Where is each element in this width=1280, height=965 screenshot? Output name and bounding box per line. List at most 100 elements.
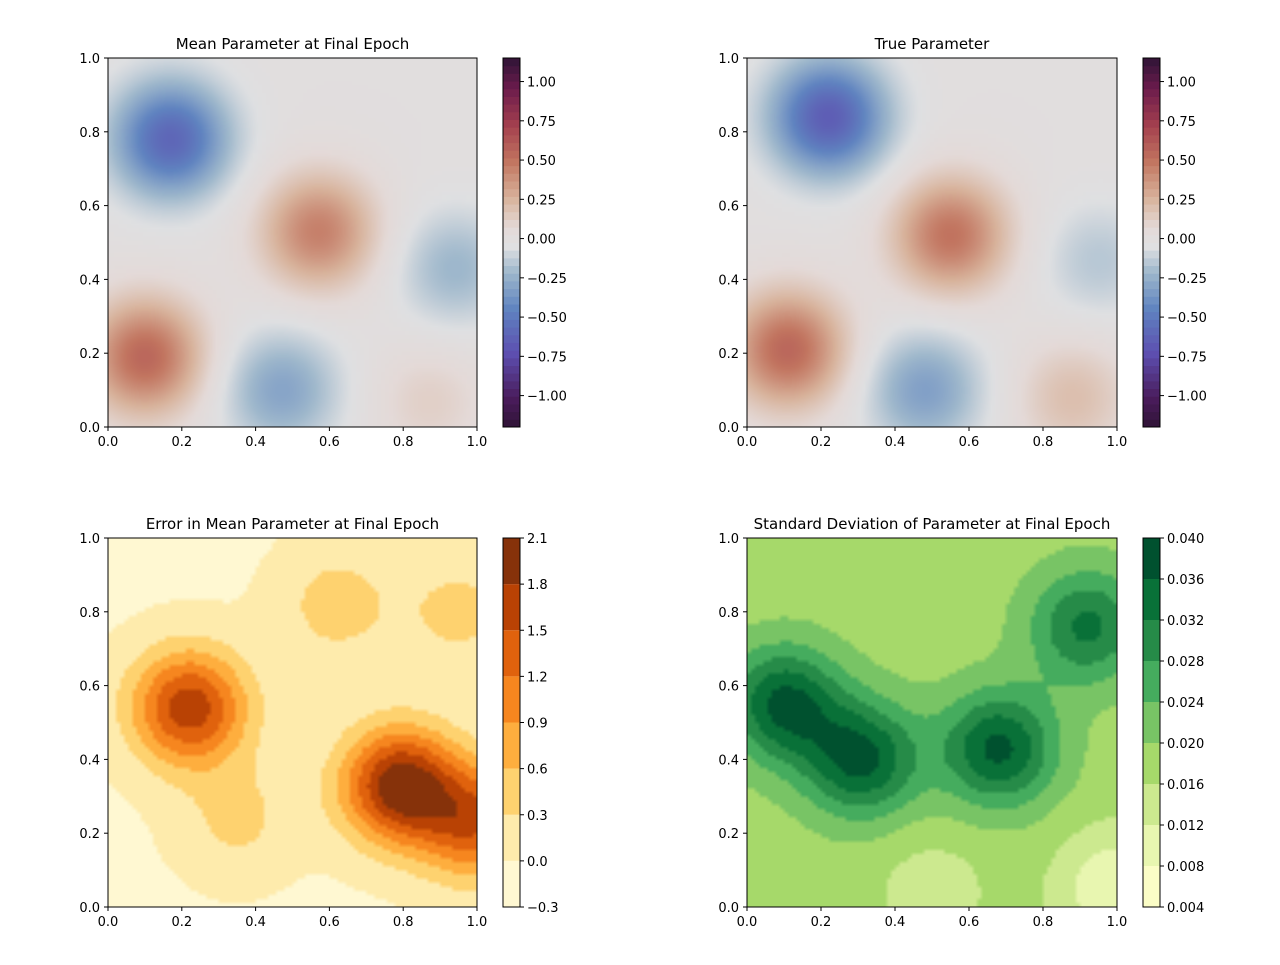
colorbar-band (503, 134, 520, 144)
y-tick-label: 0.8 (79, 126, 100, 141)
colorbar-band (503, 342, 520, 351)
x-tick-label: 1.0 (1107, 915, 1128, 930)
x-tick-label: 0.2 (171, 435, 192, 450)
x-tick-label: 0.4 (885, 915, 906, 930)
x-tick-label: 0.8 (393, 435, 414, 450)
colorbar-band (1143, 866, 1160, 907)
x-tick-label: 0.0 (737, 915, 758, 930)
colorbar-tick-label: 1.5 (527, 624, 548, 639)
colorbar-tick-label: 0.032 (1167, 614, 1204, 629)
colorbar-band (503, 373, 520, 382)
colorbar-band (503, 211, 520, 220)
colorbar-band (1143, 319, 1160, 328)
colorbar-band (1143, 250, 1160, 259)
x-tick-label: 0.4 (885, 435, 906, 450)
colorbar-band (1143, 81, 1160, 90)
plot-frame (746, 57, 1118, 428)
colorbar-band (503, 250, 520, 259)
x-tick-label: 0.4 (245, 915, 266, 930)
colorbar-band (503, 81, 520, 90)
x-tick-label: 0.8 (1033, 435, 1054, 450)
colorbar-band (503, 227, 520, 236)
x-tick-label: 0.6 (959, 915, 980, 930)
plot-frame (107, 57, 478, 428)
colorbar-band (1143, 173, 1160, 182)
y-tick-label: 0.8 (718, 606, 739, 621)
colorbar-band (503, 288, 520, 297)
colorbar-tick-label: 0.028 (1167, 655, 1204, 670)
colorbar-band (1143, 265, 1160, 274)
colorbar-band (1143, 579, 1160, 620)
colorbar-band (1143, 88, 1160, 97)
colorbar-band (1143, 204, 1160, 213)
x-tick-label: 0.8 (393, 915, 414, 930)
colorbar-band (503, 411, 520, 420)
colorbar-band (503, 403, 520, 413)
y-tick-label: 0.0 (79, 901, 100, 916)
chart-panel-1: Mean Parameter at Final Epoch 0.0 0.2 0.4 0.… (79, 35, 567, 450)
y-tick-label: 0.4 (79, 273, 100, 288)
colorbar-band (503, 860, 520, 907)
colorbar-tick-label: −0.25 (527, 272, 567, 287)
colorbar-band (503, 142, 520, 151)
colorbar-tick-label: −1.00 (527, 390, 567, 405)
colorbar-band (1143, 165, 1160, 174)
colorbar-band (1143, 257, 1160, 267)
colorbar-band (1143, 396, 1160, 405)
colorbar-tick-label: 0.016 (1167, 778, 1204, 793)
colorbar-tick-label: 0.004 (1167, 901, 1204, 916)
colorbar-band (503, 280, 520, 290)
y-tick-label: 0.0 (718, 901, 739, 916)
colorbar-band (1143, 188, 1160, 197)
y-tick-label: 1.0 (79, 532, 100, 547)
colorbar-band (503, 165, 520, 174)
colorbar-band (1143, 211, 1160, 220)
colorbar-tick-label: 0.6 (527, 763, 548, 778)
x-tick-label: 1.0 (467, 915, 488, 930)
colorbar-band (1143, 227, 1160, 236)
x-tick-label: 0.6 (319, 435, 340, 450)
colorbar-tick-label: −0.50 (1167, 311, 1207, 326)
colorbar-band (1143, 784, 1160, 825)
colorbar-tick-label: 0.50 (527, 154, 556, 169)
y-tick-label: 0.2 (718, 347, 739, 362)
colorbar-tick-label: 0.012 (1167, 819, 1204, 834)
chart-panel-3: Error in Mean Parameter at Final Epoch 0.… (79, 515, 558, 930)
colorbar-tick-label: −0.75 (1167, 350, 1207, 365)
colorbar: 2.1 1.8 1.5 1.2 0.9 0.6 0.3 0.0 −0.3 (502, 532, 559, 916)
y-tick-label: 0.8 (79, 606, 100, 621)
colorbar-band (1143, 65, 1160, 74)
colorbar-band (503, 73, 520, 82)
colorbar-band (1143, 181, 1160, 190)
colorbar-band (1143, 296, 1160, 305)
colorbar-tick-label: 0.0 (527, 855, 548, 870)
colorbar-band (1143, 157, 1160, 167)
colorbar-band (503, 630, 520, 677)
colorbar-frame (502, 57, 521, 428)
colorbar-band (1143, 234, 1160, 243)
y-tick-label: 0.2 (79, 827, 100, 842)
colorbar-tick-label: 1.00 (527, 76, 556, 91)
heatmap-field (747, 58, 1117, 427)
colorbar-band (503, 365, 520, 374)
colorbar-frame (1142, 57, 1161, 428)
heatmap-field (108, 538, 477, 907)
colorbar-band (503, 181, 520, 190)
colorbar-band (1143, 273, 1160, 282)
colorbar-band (1143, 702, 1160, 743)
colorbar-band (503, 188, 520, 197)
x-tick-label: 0.0 (98, 915, 119, 930)
colorbar-band (503, 388, 520, 397)
heatmap-field (108, 58, 477, 427)
colorbar-tick-label: 0.25 (527, 193, 556, 208)
colorbar-band (503, 234, 520, 243)
chart-title: Standard Deviation of Parameter at Final… (754, 515, 1111, 533)
chart-title: True Parameter (874, 35, 991, 53)
colorbar-tick-label: 0.25 (1167, 193, 1196, 208)
colorbar-band (1143, 142, 1160, 151)
x-tick-label: 0.0 (737, 435, 758, 450)
colorbar-band (503, 257, 520, 267)
colorbar-band (503, 538, 520, 585)
colorbar-tick-label: −0.50 (527, 311, 567, 326)
colorbar-band (1143, 419, 1160, 428)
